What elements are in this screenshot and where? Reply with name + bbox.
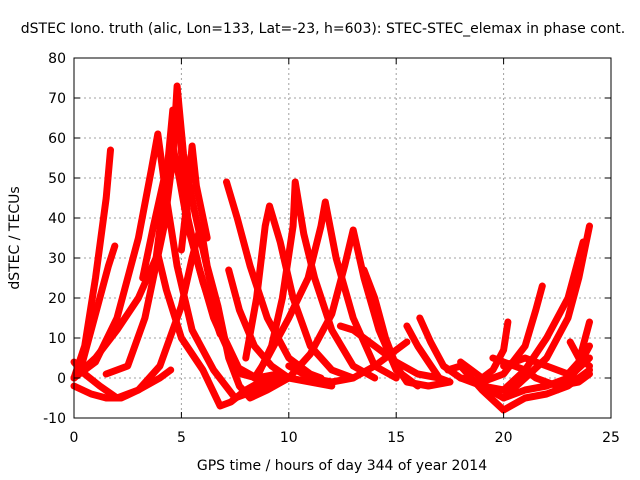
series-markers xyxy=(78,244,117,372)
series-markers xyxy=(480,240,585,392)
series-markers xyxy=(362,268,452,388)
series-markers xyxy=(141,144,222,336)
series-markers xyxy=(255,180,377,380)
series-markers xyxy=(502,224,591,400)
y-tick-label: 70 xyxy=(48,91,66,107)
y-tick-label: 20 xyxy=(48,291,66,307)
series-markers xyxy=(555,344,591,392)
y-tick-label: 60 xyxy=(48,131,66,147)
x-tick-label: 5 xyxy=(177,430,186,446)
y-tick-label: 40 xyxy=(48,211,66,227)
y-tick-label: 30 xyxy=(48,251,66,267)
series-line xyxy=(457,318,512,382)
series-markers xyxy=(459,320,510,380)
y-tick-label: 50 xyxy=(48,171,66,187)
plot-frame xyxy=(73,57,612,419)
y-axis-label: dSTEC / TECUs xyxy=(7,186,23,289)
series-markers xyxy=(491,356,591,388)
series-markers xyxy=(568,340,591,368)
y-tick-label: 10 xyxy=(48,331,66,347)
chart-title: dSTEC Iono. truth (alic, Lon=133, Lat=-2… xyxy=(21,21,625,37)
series-markers xyxy=(405,324,452,384)
series-markers xyxy=(72,252,269,408)
series-markers xyxy=(227,268,334,388)
series-markers xyxy=(72,368,173,400)
series-markers xyxy=(244,204,355,380)
x-tick-label: 25 xyxy=(602,430,620,446)
trace-layer xyxy=(70,82,593,414)
x-axis-label: GPS time / hours of day 344 of year 2014 xyxy=(197,458,487,474)
y-tick-label: 0 xyxy=(57,371,66,387)
x-tick-label: 0 xyxy=(70,430,79,446)
series-markers xyxy=(418,316,591,400)
series-markers xyxy=(179,144,209,252)
x-tick-label: 10 xyxy=(280,430,298,446)
y-tick-label: -10 xyxy=(43,411,66,427)
y-tick-label: 80 xyxy=(48,51,66,67)
x-tick-label: 15 xyxy=(387,430,405,446)
x-tick-label: 20 xyxy=(495,430,513,446)
series-markers xyxy=(287,340,409,384)
series-markers xyxy=(338,324,441,380)
